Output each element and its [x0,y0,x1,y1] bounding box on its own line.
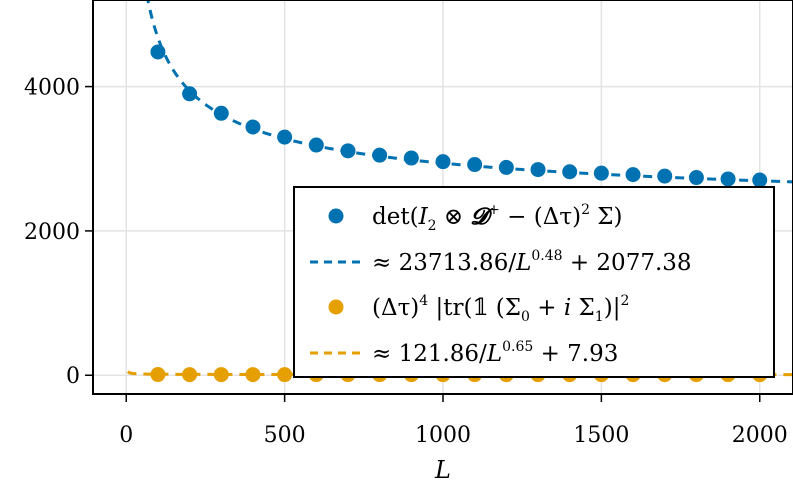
data-point-s2-3 [245,367,261,383]
legend-box [293,186,775,378]
x-tick-label: 1000 [415,423,471,448]
data-point-s2-1 [182,367,198,383]
data-point-s0-12 [530,162,546,178]
legend: det(I2 ⊗ 𝓓+ − (Δτ)2 Σ) ≈ 23713.86/L0.48 … [293,186,775,378]
y-tick-label: 2000 [24,220,80,245]
data-point-s0-5 [308,137,324,153]
data-point-s0-11 [498,159,514,175]
data-point-s2-4 [277,367,293,383]
x-tick-label: 2000 [732,423,788,448]
x-tick-label: 500 [264,423,306,448]
x-tick-label: 1500 [573,423,629,448]
data-point-s0-18 [720,171,736,187]
data-point-s0-8 [403,150,419,166]
data-point-s0-1 [182,86,198,102]
ticks: 0 500 1000 1500 2000 0 2000 4000 [24,76,788,448]
data-point-s0-9 [435,154,451,170]
data-point-s2-0 [150,367,166,383]
data-point-s0-7 [372,147,388,163]
data-point-s2-2 [213,367,229,383]
data-point-s0-16 [657,168,673,184]
legend-marker-trace [328,299,344,315]
data-point-s0-2 [213,105,229,121]
data-point-s0-3 [245,119,261,135]
data-point-s0-17 [688,170,704,186]
legend-label-fit2: ≈ 121.86/L0.65 + 7.93 [372,339,618,367]
legend-label-det: det(I2 ⊗ 𝓓+ − (Δτ)2 Σ) [372,202,623,234]
x-tick-label: 0 [119,423,133,448]
y-tick-label: 0 [66,364,80,389]
data-point-s0-19 [752,172,768,188]
data-point-s0-13 [562,164,578,180]
fit-line-1 [146,0,793,184]
data-point-s0-15 [625,167,641,183]
data-point-s0-4 [277,129,293,145]
x-axis-title: L [434,456,451,484]
data-point-s0-6 [340,143,356,159]
y-tick-label: 4000 [24,76,80,101]
data-point-s0-0 [150,44,166,60]
legend-label-fit1: ≈ 23713.86/L0.48 + 2077.38 [372,248,692,276]
legend-label-trace: (Δτ)4 |tr(𝟙 (Σ0 + i Σ1)|2 [372,293,629,325]
fit-lines [126,0,793,377]
data-point-s0-14 [593,165,609,181]
legend-marker-det [328,208,344,224]
data-point-s0-10 [467,157,483,173]
